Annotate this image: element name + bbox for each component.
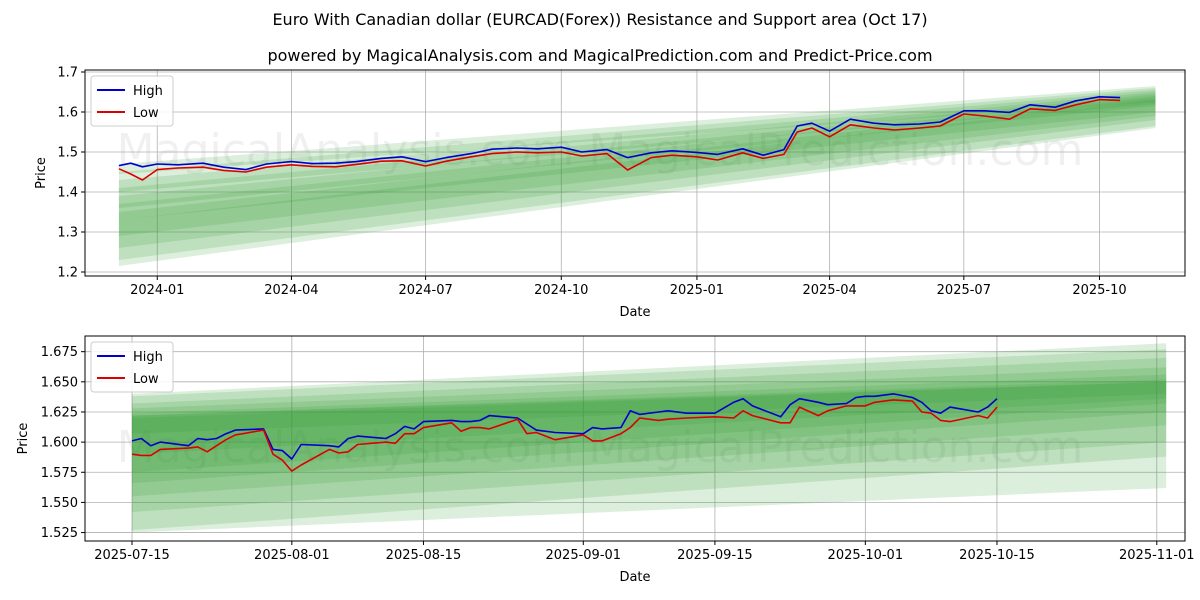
y-tick-label: 1.675 — [41, 345, 78, 360]
y-tick-label: 1.525 — [41, 526, 78, 541]
y-tick-label: 1.7 — [57, 66, 78, 81]
prediction-band — [118, 100, 1156, 266]
y-tick-label: 1.550 — [41, 496, 78, 511]
series-low-line — [118, 98, 1121, 181]
prediction-band — [118, 98, 1156, 260]
x-tick-label: 2025-10-15 — [959, 548, 1035, 563]
prediction-band — [132, 367, 1167, 497]
y-axis-label: Price — [34, 157, 49, 189]
x-tick-label: 2025-09-15 — [677, 548, 753, 563]
x-tick-label: 2025-11-01 — [1119, 548, 1195, 563]
x-tick-label: 2024-01 — [130, 283, 184, 298]
y-tick-label: 1.5 — [57, 146, 78, 161]
y-tick-label: 1.600 — [41, 436, 78, 451]
x-tick-label: 2025-10-01 — [828, 548, 904, 563]
prediction-band — [118, 86, 1156, 174]
legend-label-high: High — [133, 84, 163, 99]
y-tick-label: 1.625 — [41, 405, 78, 420]
x-tick-label: 2025-04 — [802, 283, 856, 298]
legend-label-high: High — [133, 350, 163, 365]
prediction-band — [118, 88, 1156, 192]
y-tick-label: 1.3 — [57, 226, 78, 241]
x-tick-label: 2025-07 — [937, 283, 991, 298]
legend-box — [90, 341, 174, 393]
series-high-line — [131, 393, 998, 460]
prediction-band — [132, 343, 1167, 533]
prediction-band — [132, 374, 1167, 484]
axes-frame — [84, 335, 1186, 542]
y-tick-label: 1.4 — [57, 186, 78, 201]
x-tick-label: 2025-09-01 — [546, 548, 622, 563]
series-low-line — [131, 399, 998, 472]
prediction-band — [132, 349, 1167, 531]
prediction-band — [132, 381, 1167, 434]
chart-subtitle: powered by MagicalAnalysis.com and Magic… — [267, 46, 933, 65]
x-axis-label: Date — [619, 570, 650, 585]
legend-label-low: Low — [133, 106, 159, 121]
x-tick-label: 2024-07 — [398, 283, 452, 298]
watermark-bottom: MagicalAnalysis.com MagicalPrediction.co… — [117, 422, 1084, 473]
y-tick-label: 1.2 — [57, 266, 78, 281]
x-tick-label: 2025-07-15 — [94, 548, 170, 563]
x-axis-label: Date — [619, 305, 650, 320]
panel-top: 2024-01 2024-04 2024-07 2024-10 2025-01 2025-… — [34, 66, 1186, 320]
y-axis-label: Price — [16, 423, 31, 455]
legend-box — [90, 75, 174, 127]
axes-frame — [84, 69, 1186, 277]
y-tick-label: 1.6 — [57, 106, 78, 121]
prediction-band — [118, 90, 1156, 208]
prediction-band — [118, 96, 1156, 248]
x-tick-label: 2024-04 — [264, 283, 318, 298]
panel-bottom: 2025-07-15 2025-08-01 2025-08-15 2025-09-01… — [16, 335, 1195, 585]
x-tick-label: 2025-01 — [670, 283, 724, 298]
x-tick-label: 2025-08-15 — [386, 548, 462, 563]
y-tick-label: 1.650 — [41, 375, 78, 390]
series-high-line — [118, 96, 1121, 171]
chart-title: Euro With Canadian dollar (EURCAD(Forex)… — [272, 10, 928, 29]
x-tick-label: 2024-10 — [534, 283, 588, 298]
legend-label-low: Low — [133, 372, 159, 387]
x-tick-label: 2025-08-01 — [254, 548, 330, 563]
x-tick-label: 2025-10 — [1072, 283, 1126, 298]
y-tick-label: 1.575 — [41, 466, 78, 481]
prediction-band — [132, 379, 1167, 473]
